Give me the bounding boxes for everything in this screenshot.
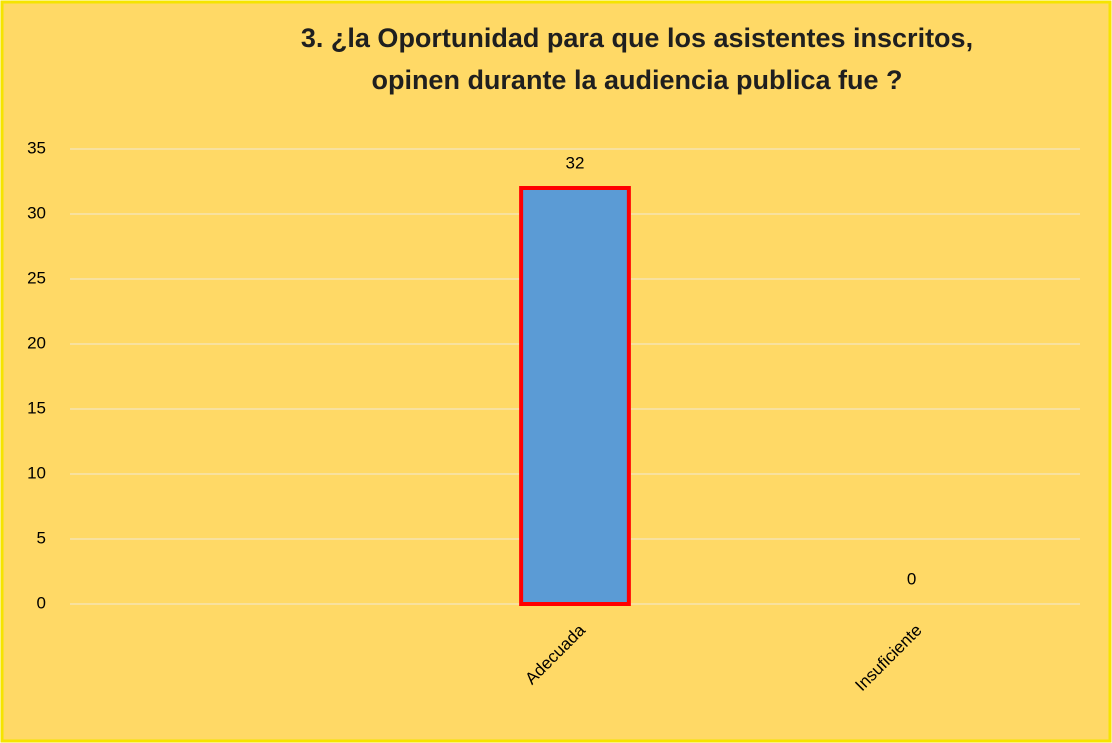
y-tick-label: 20 [27, 333, 46, 352]
y-tick-label: 15 [27, 398, 46, 417]
data-label: 32 [566, 153, 585, 172]
y-tick-label: 10 [27, 463, 46, 482]
y-tick-label: 5 [37, 528, 46, 547]
y-tick-label: 35 [27, 138, 46, 157]
y-tick-label: 25 [27, 268, 46, 287]
bar [519, 186, 631, 606]
chart-title: 3. ¿la Oportunidad para que los asistent… [301, 23, 973, 53]
chart-title: opinen durante la audiencia publica fue … [371, 65, 902, 95]
y-tick-label: 30 [27, 203, 46, 222]
y-tick-label: 0 [37, 593, 46, 612]
data-label: 0 [907, 569, 916, 588]
